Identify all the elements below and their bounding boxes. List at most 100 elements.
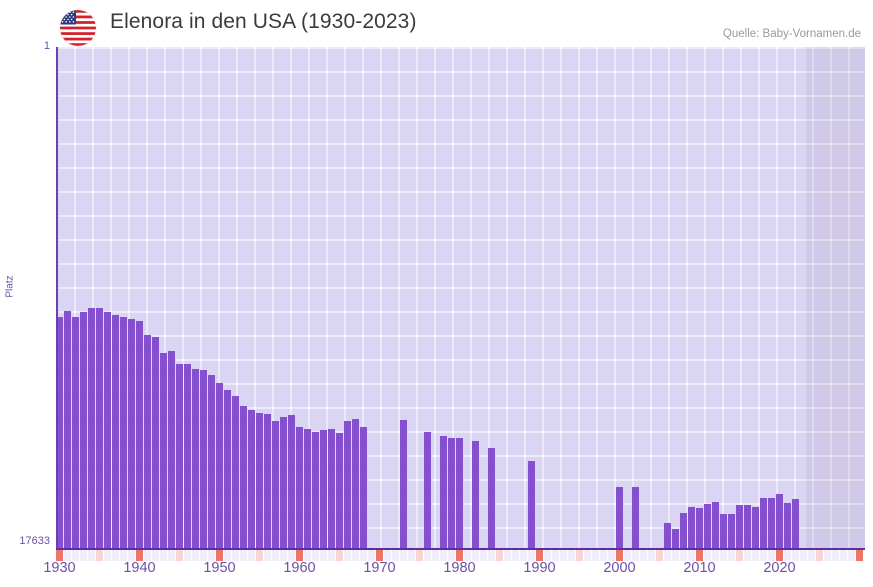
- bar-2009[interactable]: [688, 507, 695, 548]
- tick-marker-1987: [512, 550, 519, 561]
- bar-1961[interactable]: [304, 429, 311, 548]
- tick-marker-1976: [424, 550, 431, 561]
- bar-1940[interactable]: [136, 321, 143, 548]
- tick-marker-1979: [448, 550, 455, 561]
- bar-1952[interactable]: [232, 396, 239, 548]
- bar-1954[interactable]: [248, 410, 255, 548]
- bar-2013[interactable]: [720, 514, 727, 548]
- tick-marker-1977: [432, 550, 439, 561]
- bar-1979[interactable]: [448, 438, 455, 548]
- bar-1939[interactable]: [128, 319, 135, 548]
- bar-1950[interactable]: [216, 383, 223, 548]
- bar-1931[interactable]: [64, 311, 71, 548]
- x-tick-label-1960: 1960: [283, 560, 316, 576]
- bar-1955[interactable]: [256, 413, 263, 548]
- tick-marker-1980: [456, 550, 463, 561]
- bar-1936[interactable]: [104, 312, 111, 548]
- bar-1957[interactable]: [272, 421, 279, 548]
- bar-1941[interactable]: [144, 335, 151, 548]
- bar-2019[interactable]: [768, 498, 775, 548]
- tick-marker-2003: [640, 550, 647, 561]
- tick-marker-1941: [144, 550, 151, 561]
- bar-2012[interactable]: [712, 502, 719, 548]
- bar-1958[interactable]: [280, 417, 287, 548]
- tick-marker-1999: [608, 550, 615, 561]
- tick-marker-1938: [120, 550, 127, 561]
- y-axis-top-tick: 1: [43, 40, 50, 52]
- bar-2021[interactable]: [784, 503, 791, 548]
- bar-2022[interactable]: [792, 499, 799, 548]
- source-attribution: Quelle: Baby-Vornamen.de: [722, 28, 861, 40]
- bar-1956[interactable]: [264, 414, 271, 548]
- bar-1953[interactable]: [240, 406, 247, 548]
- bar-1984[interactable]: [488, 448, 495, 548]
- x-tick-label-1940: 1940: [123, 560, 156, 576]
- tick-marker-1985: [496, 550, 503, 561]
- bar-2020[interactable]: [776, 494, 783, 548]
- bar-2008[interactable]: [680, 513, 687, 548]
- x-tick-label-1950: 1950: [203, 560, 236, 576]
- bar-1966[interactable]: [344, 421, 351, 548]
- tick-marker-1996: [584, 550, 591, 561]
- bar-1967[interactable]: [352, 419, 359, 548]
- bar-1973[interactable]: [400, 420, 407, 548]
- bar-1946[interactable]: [184, 364, 191, 548]
- tick-marker-1959: [288, 550, 295, 561]
- bar-1965[interactable]: [336, 433, 343, 548]
- bar-2007[interactable]: [672, 529, 679, 548]
- tick-marker-2008: [680, 550, 687, 561]
- bar-2010[interactable]: [696, 508, 703, 548]
- bar-1935[interactable]: [96, 308, 103, 548]
- tick-marker-2012: [712, 550, 719, 561]
- x-tick-label-1970: 1970: [363, 560, 396, 576]
- bar-1947[interactable]: [192, 369, 199, 548]
- bar-1989[interactable]: [528, 461, 535, 548]
- bar-2002[interactable]: [632, 487, 639, 548]
- y-axis-bottom-tick: 17633: [19, 535, 50, 547]
- tick-marker-1998: [600, 550, 607, 561]
- x-axis-line: [56, 548, 865, 550]
- bar-2018[interactable]: [760, 498, 767, 548]
- bar-1937[interactable]: [112, 315, 119, 548]
- bar-1944[interactable]: [168, 351, 175, 548]
- bar-1938[interactable]: [120, 317, 127, 548]
- tick-marker-1969: [368, 550, 375, 561]
- us-flag-circle-icon: [60, 10, 96, 46]
- tick-marker-1946: [184, 550, 191, 561]
- bar-2011[interactable]: [704, 504, 711, 548]
- x-tick-label-2000: 2000: [603, 560, 636, 576]
- bar-1962[interactable]: [312, 432, 319, 548]
- bar-1948[interactable]: [200, 370, 207, 548]
- tick-marker-1997: [592, 550, 599, 561]
- tick-marker-2015: [736, 550, 743, 561]
- bar-2014[interactable]: [728, 514, 735, 548]
- tick-marker-1988: [520, 550, 527, 561]
- tick-marker-2023: [800, 550, 807, 561]
- bar-1933[interactable]: [80, 312, 87, 548]
- bar-1964[interactable]: [328, 429, 335, 548]
- bar-1942[interactable]: [152, 337, 159, 548]
- bar-2000[interactable]: [616, 487, 623, 548]
- bar-1934[interactable]: [88, 308, 95, 548]
- bar-1951[interactable]: [224, 390, 231, 548]
- bar-1976[interactable]: [424, 432, 431, 548]
- bar-1930[interactable]: [56, 317, 63, 548]
- bar-1943[interactable]: [160, 353, 167, 548]
- bar-1980[interactable]: [456, 438, 463, 548]
- bar-1945[interactable]: [176, 364, 183, 548]
- bar-2015[interactable]: [736, 505, 743, 548]
- bar-1959[interactable]: [288, 415, 295, 548]
- tick-marker-1982: [472, 550, 479, 561]
- bar-1982[interactable]: [472, 441, 479, 548]
- bar-1968[interactable]: [360, 427, 367, 548]
- bar-1932[interactable]: [72, 317, 79, 548]
- bar-2017[interactable]: [752, 507, 759, 548]
- bar-2016[interactable]: [744, 505, 751, 548]
- bar-1978[interactable]: [440, 436, 447, 548]
- bar-1949[interactable]: [208, 375, 215, 548]
- tick-marker-1933: [80, 550, 87, 561]
- bar-1960[interactable]: [296, 427, 303, 548]
- bar-2006[interactable]: [664, 523, 671, 548]
- bar-1963[interactable]: [320, 430, 327, 548]
- x-tick-label-1990: 1990: [523, 560, 556, 576]
